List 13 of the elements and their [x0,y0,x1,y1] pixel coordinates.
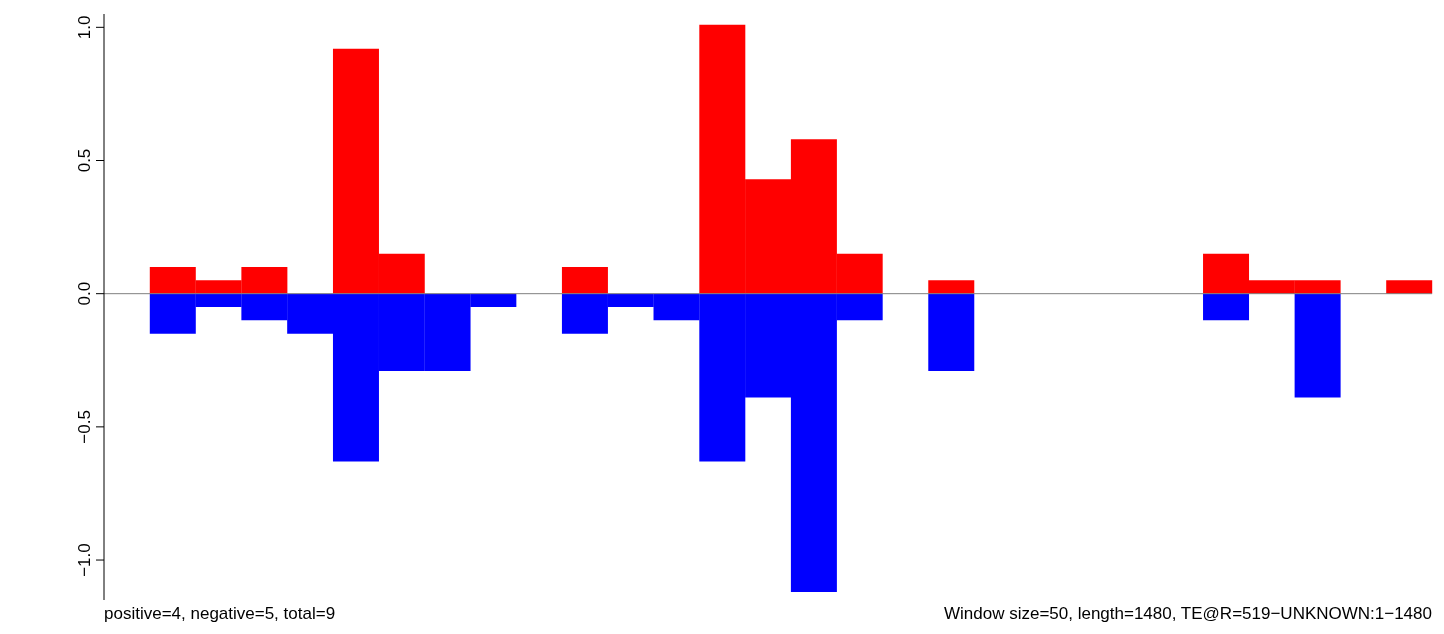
y-tick-label: 0.0 [75,281,94,306]
bar [1386,280,1433,294]
bar [928,293,975,371]
y-tick-label: −1.0 [75,543,94,577]
bar [1203,293,1250,321]
y-tick-label: −0.5 [75,410,94,444]
text: Window size=50, length=1480, TE@R=519−UNKNOWN:1−1480 [943,604,1432,624]
y-tick-label: 0.5 [75,148,94,173]
y-tick-label: 1.0 [75,15,94,40]
bar [1294,293,1341,398]
bar [928,280,975,294]
bar [561,267,608,294]
text: positive=4, negative=5, total=9 [104,604,336,624]
